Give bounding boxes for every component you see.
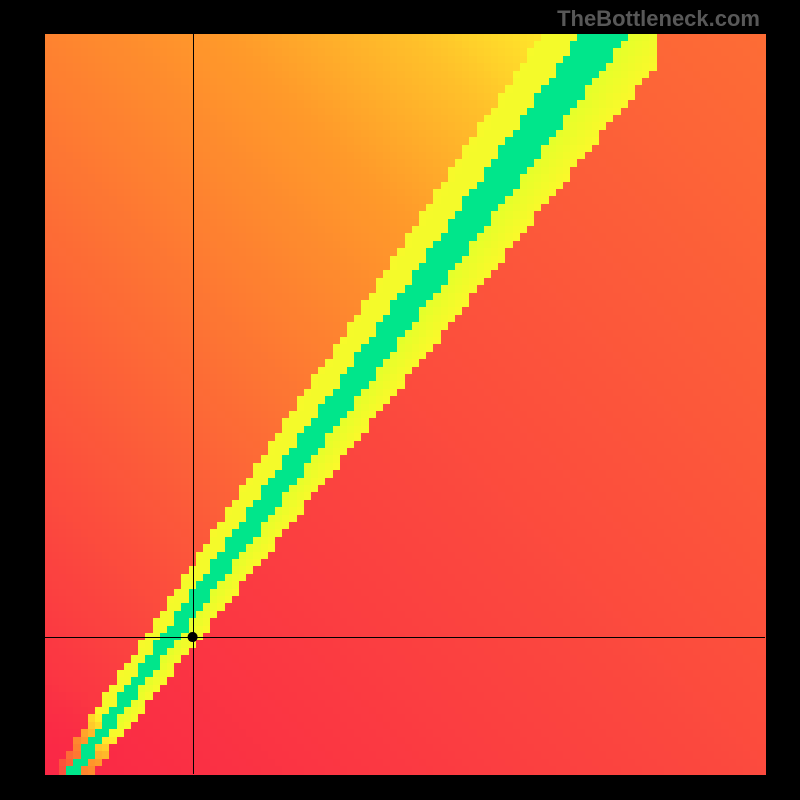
chart-container: TheBottleneck.com bbox=[0, 0, 800, 800]
heatmap-canvas bbox=[0, 0, 800, 800]
watermark-text: TheBottleneck.com bbox=[557, 6, 760, 32]
